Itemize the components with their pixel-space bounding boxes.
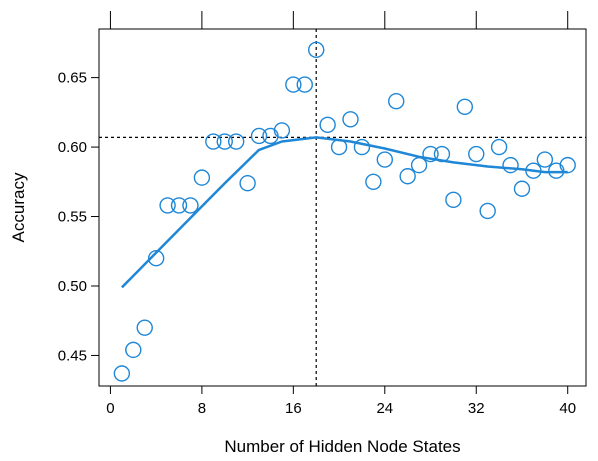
data-point (250, 127, 268, 145)
data-point (205, 133, 222, 150)
y-axis: 0.45 0.50 0.55 0.60 0.65 (58, 70, 99, 364)
data-point (342, 111, 359, 128)
data-point (170, 197, 188, 214)
data-point (308, 41, 325, 59)
data-point (399, 168, 416, 185)
top-axis-ticks (109, 11, 569, 29)
data-point (273, 122, 291, 139)
x-axis: 0 8 16 24 32 40 (106, 386, 576, 417)
y-tick-label: 0.55 (58, 209, 87, 226)
y-tick-label: 0.60 (58, 139, 87, 156)
data-point (227, 133, 245, 150)
x-tick-label: 8 (198, 400, 206, 417)
data-point (479, 202, 496, 220)
data-point (502, 156, 519, 174)
data-point (365, 173, 382, 191)
data-point (113, 365, 131, 382)
data-points (113, 41, 576, 382)
y-tick-label: 0.65 (58, 70, 87, 87)
data-point (319, 116, 336, 134)
data-point (353, 138, 371, 156)
y-tick-label: 0.50 (58, 278, 87, 295)
x-axis-title: Number of Hidden Node States (224, 437, 460, 456)
data-point (182, 197, 199, 214)
plot-frame (98, 28, 587, 387)
data-point (468, 145, 485, 163)
data-point (262, 127, 279, 145)
data-point (285, 76, 302, 93)
data-point (159, 197, 176, 214)
data-point (296, 76, 313, 93)
data-point (490, 138, 508, 156)
data-point (456, 98, 474, 115)
x-tick-label: 32 (468, 400, 485, 417)
data-point (445, 191, 462, 209)
x-tick-label: 0 (106, 400, 114, 417)
x-tick-label: 16 (285, 400, 302, 417)
data-point (388, 93, 405, 110)
x-tick-label: 24 (376, 400, 393, 417)
data-point (136, 319, 153, 336)
data-point (125, 341, 142, 359)
data-point (216, 133, 233, 150)
data-point (239, 174, 256, 192)
y-tick-label: 0.45 (58, 347, 87, 364)
data-point (559, 156, 576, 174)
data-point (410, 156, 428, 174)
data-point (147, 250, 165, 267)
data-point (376, 151, 393, 168)
data-point (536, 151, 554, 168)
smooth-fit-line (121, 136, 568, 289)
data-point (422, 145, 439, 163)
y-axis-title: Accuracy (9, 172, 28, 242)
data-point (513, 180, 531, 197)
data-point (193, 169, 211, 186)
data-point (548, 162, 565, 179)
x-tick-label: 40 (559, 400, 576, 417)
